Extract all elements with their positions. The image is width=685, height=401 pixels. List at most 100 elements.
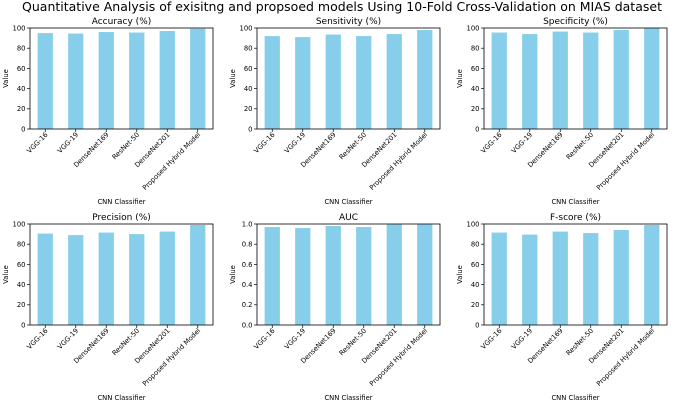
x-tick-label: VGG-16 — [252, 327, 276, 351]
subplot-title: Specificity (%) — [543, 17, 608, 27]
y-tick-label: 100 — [13, 220, 26, 228]
y-axis-label: Value — [229, 265, 237, 284]
x-tick-label: Proposed Hybrid Model — [141, 131, 202, 192]
y-axis-label: Value — [2, 265, 10, 284]
y-tick-label: 60 — [471, 65, 480, 73]
bar — [159, 231, 175, 325]
x-tick-label: ResNet-50 — [338, 327, 369, 358]
x-tick-label: VGG-16 — [252, 131, 276, 155]
bar — [98, 32, 114, 129]
bar — [552, 31, 568, 130]
y-axis-label: Value — [229, 69, 237, 88]
x-tick-label: ResNet-50 — [565, 327, 596, 358]
bar — [386, 224, 402, 325]
x-axis-label: CNN Classifier — [97, 198, 145, 206]
bar — [522, 34, 538, 130]
subplot-title: AUC — [339, 213, 358, 223]
subplot-title: F-score (%) — [550, 213, 601, 223]
y-tick-label: 0 — [21, 125, 25, 133]
subplot-title: Accuracy (%) — [92, 17, 152, 27]
bar — [613, 230, 629, 325]
bar — [417, 224, 433, 325]
bar — [159, 31, 175, 130]
x-tick-label: VGG-19 — [283, 327, 307, 351]
x-axis-label: CNN Classifier — [324, 394, 372, 401]
plot-frame — [256, 223, 441, 326]
bar — [325, 226, 341, 325]
y-axis-label: Value — [456, 69, 464, 88]
bar — [264, 227, 280, 325]
bar — [129, 32, 145, 129]
x-tick-label: VGG-19 — [283, 131, 307, 155]
y-tick-label: 1.0 — [242, 220, 253, 228]
bar — [552, 231, 568, 325]
x-tick-label: Proposed Hybrid Model — [368, 327, 429, 388]
figure-suptitle: Quantitative Analysis of exisitng and pr… — [22, 0, 662, 14]
y-tick-label: 60 — [17, 65, 26, 73]
plot-frame — [483, 27, 668, 130]
bar — [491, 232, 507, 325]
y-tick-label: 80 — [17, 241, 26, 249]
y-tick-label: 20 — [17, 105, 26, 113]
x-tick-label: VGG-19 — [510, 131, 534, 155]
bar — [386, 34, 402, 130]
x-tick-label: VGG-16 — [479, 327, 503, 351]
y-tick-label: 80 — [244, 45, 253, 53]
x-tick-label: Proposed Hybrid Model — [141, 327, 202, 388]
subplot-title: Precision (%) — [92, 213, 151, 223]
x-axis-label: CNN Classifier — [324, 198, 372, 206]
y-tick-label: 80 — [17, 45, 26, 53]
plot-frame — [29, 223, 214, 326]
y-tick-label: 0.8 — [242, 241, 253, 249]
bar — [68, 235, 84, 325]
y-tick-label: 40 — [471, 281, 480, 289]
x-axis-label: CNN Classifier — [97, 394, 145, 401]
bar — [644, 28, 660, 130]
plot-frame — [483, 223, 668, 326]
plot-frame — [29, 27, 214, 130]
x-tick-label: ResNet-50 — [338, 131, 369, 162]
plot-frame — [256, 27, 441, 130]
x-tick-label: Proposed Hybrid Model — [368, 131, 429, 192]
bar — [37, 233, 53, 325]
x-tick-label: Proposed Hybrid Model — [595, 327, 656, 388]
bar — [98, 232, 114, 325]
bar — [613, 30, 629, 129]
y-tick-label: 0 — [248, 125, 252, 133]
y-axis-label: Value — [2, 69, 10, 88]
y-tick-label: 0.6 — [242, 261, 253, 269]
y-tick-label: 80 — [471, 45, 480, 53]
y-tick-label: 60 — [17, 261, 26, 269]
bar — [356, 227, 372, 325]
y-tick-label: 20 — [244, 105, 253, 113]
y-tick-label: 100 — [467, 24, 480, 32]
x-tick-label: VGG-16 — [25, 131, 49, 155]
x-tick-label: VGG-19 — [56, 327, 80, 351]
x-tick-label: VGG-19 — [56, 131, 80, 155]
x-axis-label: CNN Classifier — [551, 198, 599, 206]
y-tick-label: 0.2 — [242, 301, 253, 309]
bar — [583, 32, 599, 129]
x-tick-label: VGG-16 — [25, 327, 49, 351]
bar — [190, 28, 206, 129]
bar — [522, 234, 538, 325]
bar — [417, 30, 433, 129]
bar — [356, 36, 372, 129]
y-tick-label: 60 — [471, 261, 480, 269]
bar — [491, 32, 507, 129]
y-tick-label: 20 — [471, 301, 480, 309]
bar — [644, 225, 660, 325]
y-tick-label: 80 — [471, 241, 480, 249]
y-tick-label: 0 — [475, 321, 479, 329]
bar — [264, 36, 280, 129]
x-tick-label: Proposed Hybrid Model — [595, 131, 656, 192]
x-tick-label: VGG-16 — [479, 131, 503, 155]
bar — [190, 225, 206, 325]
